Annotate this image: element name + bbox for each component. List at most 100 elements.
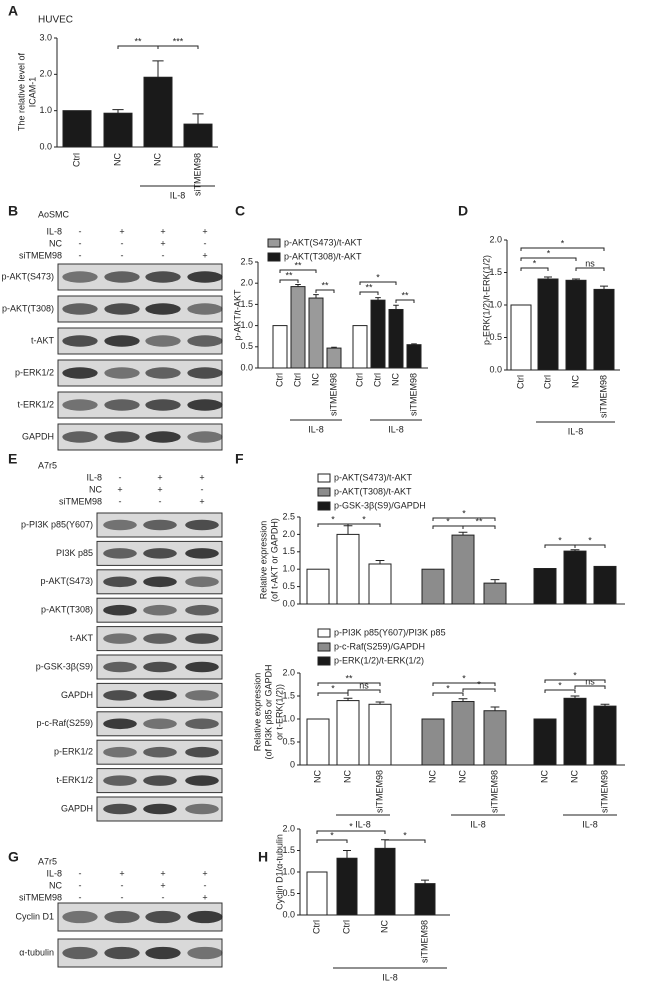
- significance-bracket: [347, 523, 381, 527]
- significance-label: *: [403, 830, 407, 840]
- condition-label: siTMEM98: [19, 892, 62, 902]
- panel-label: B: [8, 203, 18, 219]
- blot-band: [143, 548, 177, 559]
- significance-label: *: [362, 514, 366, 524]
- condition-sign: -: [162, 250, 165, 260]
- protein-label: α-tubulin: [19, 947, 54, 957]
- condition-sign: +: [160, 226, 165, 236]
- x-tick-label: NC: [379, 920, 389, 933]
- condition-sign: -: [79, 892, 82, 902]
- error-bar: [600, 285, 608, 290]
- y-tick-label: 0.5: [282, 888, 295, 898]
- condition-label: NC: [89, 484, 102, 494]
- bar: [421, 568, 445, 605]
- significance-bracket: [544, 679, 606, 683]
- cell-line: A7r5: [38, 856, 57, 866]
- x-tick-label: siTMEM98: [489, 770, 499, 813]
- y-tick-label: 2.5: [282, 511, 295, 521]
- error-bar: [343, 850, 351, 859]
- protein-label: GAPDH: [61, 803, 93, 813]
- error-bar: [458, 531, 468, 536]
- significance-bracket: [316, 839, 348, 843]
- legend-label: p-PI3K p85(Y607)/PI3K p85: [334, 627, 446, 637]
- significance-bracket: [432, 525, 464, 529]
- chart-title: HUVEC: [38, 15, 73, 26]
- error-bar: [375, 297, 381, 301]
- bar: [537, 278, 559, 371]
- bar: [451, 701, 475, 766]
- bar: [336, 700, 360, 766]
- significance-bracket: [544, 689, 576, 693]
- blot-band: [185, 604, 219, 616]
- significance-bracket: [317, 682, 381, 686]
- condition-label: siTMEM98: [59, 496, 102, 506]
- condition-sign: -: [201, 484, 204, 494]
- blot-band: [62, 335, 98, 347]
- cell-line: AoSMC: [38, 209, 70, 219]
- blot-band: [103, 775, 137, 786]
- significance-bracket: [432, 517, 496, 521]
- y-tick-label: 2.0: [282, 823, 295, 833]
- significance-bracket: [384, 839, 426, 843]
- blot-band: [185, 576, 219, 588]
- blot-band: [143, 661, 177, 673]
- blot-band: [143, 604, 177, 616]
- legend-swatch: [317, 501, 331, 511]
- blot-band: [103, 746, 137, 758]
- y-tick-label: 1.5: [240, 299, 253, 309]
- y-tick-label: 2.0: [240, 278, 253, 288]
- significance-label: *: [331, 514, 335, 524]
- protein-label: t-AKT: [70, 633, 94, 643]
- significance-bracket: [279, 269, 317, 273]
- condition-sign: -: [79, 880, 82, 890]
- x-tick-label: NC: [457, 770, 467, 783]
- significance-bracket: [520, 257, 577, 261]
- legend-label: p-ERK(1/2)/t-ERK(1/2): [334, 655, 424, 665]
- error-bar: [490, 579, 500, 584]
- bar: [290, 286, 306, 369]
- condition-sign: +: [157, 484, 162, 494]
- condition-sign: -: [121, 880, 124, 890]
- significance-label: *: [561, 238, 565, 248]
- y-axis-label: The relative level of: [16, 52, 26, 131]
- significance-label: **: [134, 36, 142, 46]
- significance-label: *: [588, 535, 592, 545]
- blot-band: [187, 367, 223, 379]
- y-tick-label: 1.5: [282, 845, 295, 855]
- blot-band: [104, 335, 140, 347]
- blot-band: [187, 431, 223, 443]
- protein-label: p-AKT(S473): [1, 271, 54, 281]
- panel-label: F: [235, 451, 244, 467]
- significance-label: *: [558, 680, 562, 690]
- blot-band: [185, 519, 219, 531]
- blot-band: [187, 335, 223, 347]
- bar: [306, 718, 330, 766]
- y-tick-label: 0.5: [282, 581, 295, 591]
- panel-label: H: [258, 849, 268, 865]
- significance-bracket: [315, 289, 335, 293]
- error-bar: [570, 695, 580, 699]
- y-axis-label: or t-ERK(1/2)): [274, 684, 284, 740]
- bar: [336, 533, 360, 605]
- protein-label: p-AKT(T308): [41, 605, 93, 615]
- y-axis-label: Cyclin D1/α-tubulin: [274, 834, 284, 910]
- significance-label: **: [475, 516, 483, 526]
- panel-label: G: [8, 849, 19, 865]
- significance-label: *: [477, 679, 481, 689]
- blot-band: [143, 803, 177, 815]
- significance-bracket: [575, 267, 605, 271]
- condition-label: NC: [49, 880, 62, 890]
- blot-band: [187, 910, 223, 924]
- blot-band: [143, 519, 177, 531]
- blot-band: [185, 548, 219, 559]
- condition-label: NC: [49, 238, 62, 248]
- bar: [368, 563, 392, 605]
- blot-band: [143, 690, 177, 701]
- y-tick-label: 1.0: [282, 866, 295, 876]
- blot-band: [103, 690, 137, 701]
- protein-label: t-AKT: [31, 335, 55, 345]
- blot-band: [185, 746, 219, 758]
- significance-bracket: [395, 299, 415, 303]
- y-axis-label: (of t-AKT or GAPDH): [269, 518, 279, 602]
- x-tick-label: Ctrl: [354, 373, 364, 387]
